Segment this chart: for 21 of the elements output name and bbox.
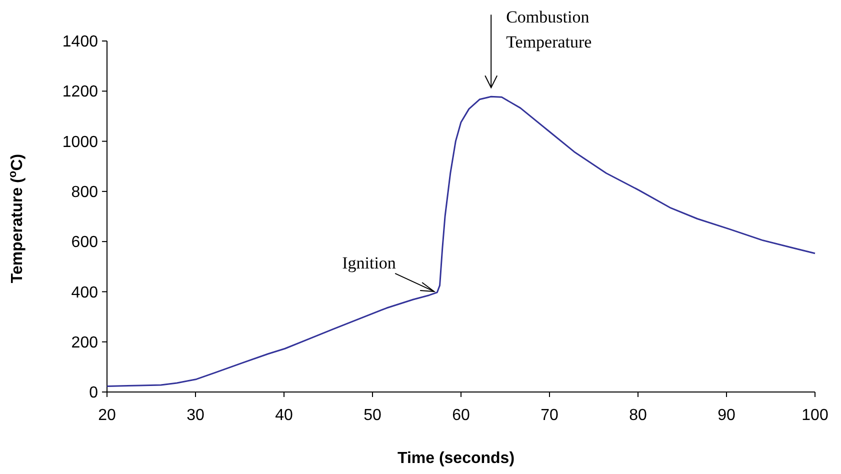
x-tick-label: 20 bbox=[98, 407, 116, 424]
x-tick-label: 100 bbox=[802, 407, 828, 424]
y-tick-label: 800 bbox=[71, 184, 98, 202]
x-tick-label: 60 bbox=[452, 407, 470, 424]
x-tick-label: 50 bbox=[364, 407, 382, 424]
y-tick-label: 1000 bbox=[62, 134, 98, 151]
annotation: Ignition bbox=[342, 253, 396, 272]
x-axis-title: Time (seconds) bbox=[397, 450, 515, 467]
y-tick-label: 400 bbox=[71, 284, 98, 302]
y-tick-label: 600 bbox=[71, 234, 98, 252]
x-tick-label: 90 bbox=[718, 407, 736, 424]
line-series bbox=[106, 96, 816, 387]
y-tick-label: 200 bbox=[71, 334, 98, 352]
x-tick-label: 30 bbox=[186, 407, 204, 424]
x-tick-label: 80 bbox=[629, 407, 647, 424]
x-tick-label: 70 bbox=[540, 407, 558, 424]
y-tick-label: 1200 bbox=[62, 84, 98, 101]
y-tick-label: 1400 bbox=[62, 34, 98, 51]
annotation: Combustion Temperature bbox=[506, 8, 592, 52]
y-tick-label: 0 bbox=[89, 384, 98, 402]
x-tick-label: 40 bbox=[275, 407, 293, 424]
